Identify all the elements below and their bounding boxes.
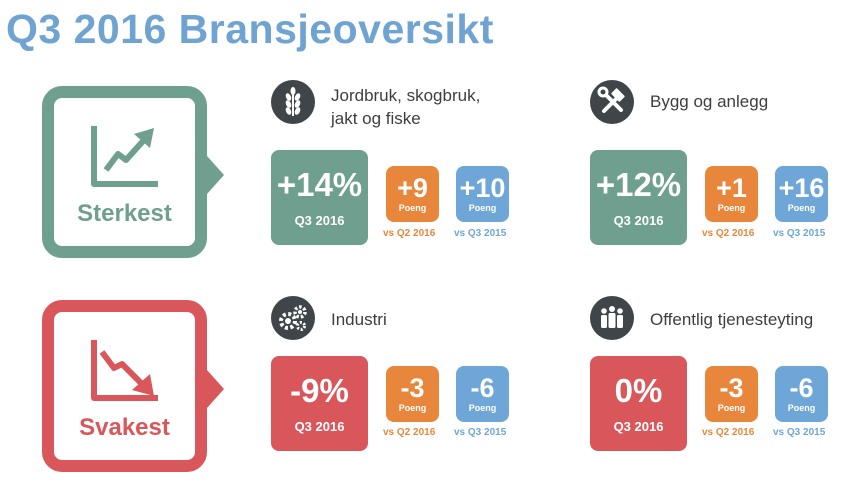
q2-change-badge: -3 Poeng	[386, 366, 439, 422]
main-stat: +14% Q3 2016	[271, 150, 368, 245]
main-stat: -9% Q3 2016	[271, 356, 368, 451]
strongest-card-pointer	[207, 156, 224, 194]
q3-change-badge: -6 Poeng	[456, 366, 509, 422]
q3-change-unit: Poeng	[468, 203, 497, 213]
main-stat-value: -9%	[290, 372, 349, 409]
main-stat-label: Q3 2016	[294, 213, 345, 228]
sector-offentlig: Offentlig tjenesteyting 0% Q3 2016 -3 Po…	[590, 296, 860, 466]
q2-change-value: -3	[719, 373, 744, 403]
main-stat-value: 0%	[614, 372, 663, 409]
q2-change-badge: +9 Poeng	[386, 166, 439, 222]
q2-change-unit: Poeng	[717, 403, 746, 413]
sector-jordbruk: Jordbruk, skogbruk, jakt og fiske +14% Q…	[271, 80, 551, 250]
trend-up-icon	[91, 126, 158, 187]
main-stat-label: Q3 2016	[613, 419, 664, 434]
main-stat: +12% Q3 2016	[590, 150, 687, 245]
q3-change-value: +16	[778, 173, 825, 203]
q2-change-caption: vs Q2 2016	[702, 228, 755, 239]
q2-change-value: +1	[716, 173, 747, 203]
q3-change-caption: vs Q3 2015	[773, 228, 826, 239]
gears-icon	[271, 296, 315, 340]
sector-name-line1: Offentlig tjenesteyting	[650, 310, 814, 329]
q2-change-caption: vs Q2 2016	[383, 228, 436, 239]
q3-change-unit: Poeng	[468, 403, 497, 413]
q2-change-value: -3	[400, 373, 425, 403]
trend-down-icon	[91, 340, 158, 401]
sector-industri: Industri -9% Q3 2016 -3 Poeng -6 Poeng v…	[271, 296, 551, 466]
sector-name-line1: Bygg og anlegg	[650, 92, 769, 111]
q2-change-caption: vs Q2 2016	[702, 427, 755, 438]
sector-name: Bygg og anlegg	[650, 90, 768, 113]
sector-name-line1: Jordbruk, skogbruk,	[331, 86, 481, 105]
q2-change-badge: -3 Poeng	[705, 366, 758, 422]
tools-icon	[590, 80, 634, 124]
sector-name-line2: jakt og fiske	[331, 109, 421, 128]
q3-change-unit: Poeng	[787, 203, 816, 213]
q3-change-value: +10	[459, 173, 506, 203]
q3-change-caption: vs Q3 2015	[773, 427, 826, 438]
main-stat-value: +14%	[276, 166, 363, 203]
page-title: Q3 2016 Bransjeoversikt	[6, 6, 494, 52]
sector-name: Offentlig tjenesteyting	[650, 308, 813, 331]
q2-change-unit: Poeng	[398, 403, 427, 413]
main-stat-label: Q3 2016	[294, 419, 345, 434]
main-stat: 0% Q3 2016	[590, 356, 687, 451]
strongest-card: Sterkest	[42, 86, 224, 258]
q3-change-badge: -6 Poeng	[775, 366, 828, 422]
weakest-label: Svakest	[79, 414, 170, 441]
q3-change-value: -6	[470, 373, 495, 403]
q3-change-caption: vs Q3 2015	[454, 427, 507, 438]
sector-name-line1: Industri	[331, 310, 387, 329]
q2-change-unit: Poeng	[717, 203, 746, 213]
q3-change-unit: Poeng	[787, 403, 816, 413]
main-stat-value: +12%	[595, 166, 682, 203]
q3-change-badge: +16 Poeng	[775, 166, 828, 222]
q2-change-caption: vs Q2 2016	[383, 427, 436, 438]
main-stat-label: Q3 2016	[613, 213, 664, 228]
wheat-icon	[271, 80, 315, 124]
sector-bygg: Bygg og anlegg +12% Q3 2016 +1 Poeng +16…	[590, 80, 860, 250]
q3-change-value: -6	[789, 373, 814, 403]
q2-change-badge: +1 Poeng	[705, 166, 758, 222]
people-icon	[590, 296, 634, 340]
weakest-card: Svakest	[42, 300, 224, 472]
strongest-label: Sterkest	[77, 200, 172, 227]
sector-name: Industri	[331, 308, 387, 331]
weakest-card-pointer	[207, 370, 224, 408]
q3-change-badge: +10 Poeng	[456, 166, 509, 222]
sector-name: Jordbruk, skogbruk, jakt og fiske	[331, 84, 480, 130]
q2-change-value: +9	[397, 173, 428, 203]
q2-change-unit: Poeng	[398, 203, 427, 213]
q3-change-caption: vs Q3 2015	[454, 228, 507, 239]
